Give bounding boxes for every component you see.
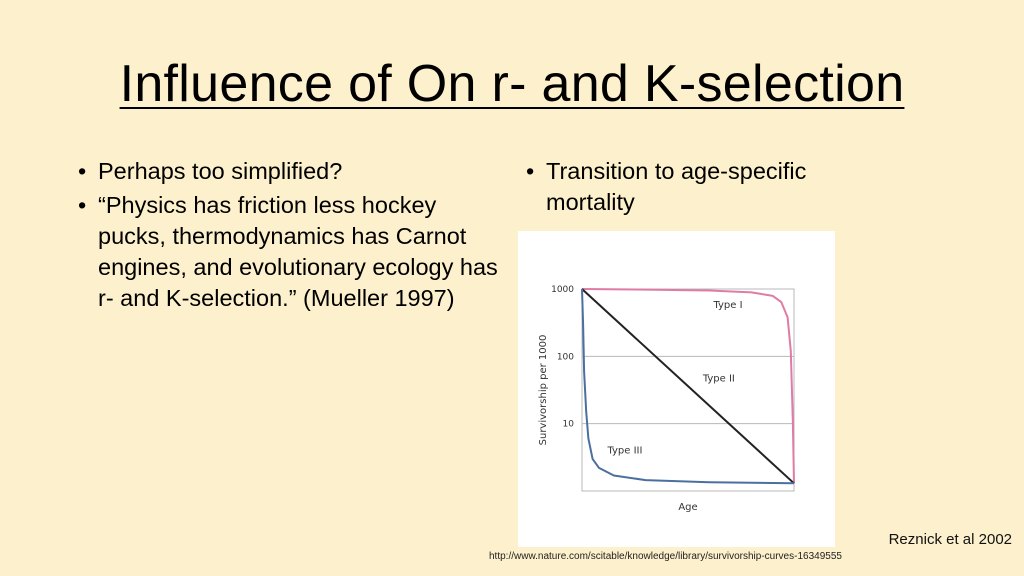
type-ii-curve [581, 288, 795, 485]
y-tick-label: 1000 [551, 285, 574, 295]
type-ii-label: Type II [702, 374, 735, 385]
survivorship-chart: 1000 100 10 Type I Type II Type III Age Survivo… [518, 231, 835, 547]
x-axis-label: Age [678, 502, 697, 513]
type-i-label: Type I [712, 300, 742, 311]
y-axis-label: Survivorship per 1000 [538, 335, 549, 446]
slide-title: Influence of On r- and K-selection [119, 55, 905, 113]
right-bullet-list: Transition to age-specific mortality [526, 156, 866, 221]
bullet-item: “Physics has friction less hockey pucks,… [78, 190, 498, 314]
y-tick-label: 100 [557, 352, 574, 362]
bullet-item: Perhaps too simplified? [78, 156, 498, 187]
source-url: http://www.nature.com/scitable/knowledge… [489, 551, 842, 562]
bullet-item: Transition to age-specific mortality [526, 156, 866, 218]
type-i-curve [581, 288, 795, 484]
citation: Reznick et al 2002 [888, 531, 1012, 548]
type-iii-curve [581, 288, 795, 485]
left-bullet-list: Perhaps too simplified? “Physics has fri… [78, 156, 498, 317]
y-tick-label: 10 [563, 420, 575, 430]
survivorship-chart-svg: 1000 100 10 Type I Type II Type III Age Survivo… [538, 285, 795, 513]
type-iii-label: Type III [606, 446, 642, 457]
